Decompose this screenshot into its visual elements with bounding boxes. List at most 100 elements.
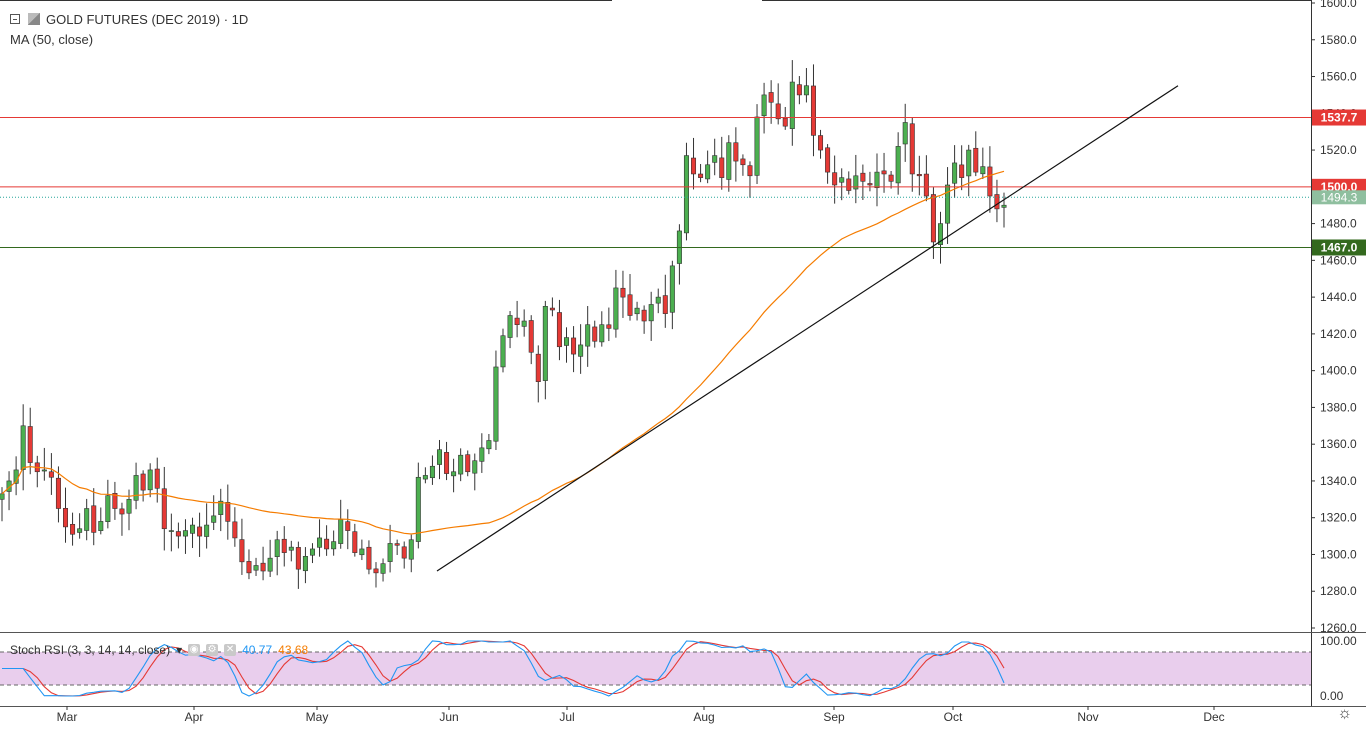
candle-body[interactable] [789,81,795,129]
candle-body[interactable] [55,477,61,509]
candle-body[interactable] [853,175,859,190]
candle-body[interactable] [267,557,273,572]
candle-body[interactable] [648,304,654,322]
candle-body[interactable] [549,307,555,311]
candle-body[interactable] [818,135,824,151]
candle-body[interactable] [175,531,181,537]
candle-body[interactable] [154,468,160,489]
candle-body[interactable] [712,155,718,163]
candle-body[interactable] [84,508,90,531]
candle-body[interactable] [909,123,915,175]
candle-body[interactable] [634,307,640,315]
candle-body[interactable] [683,155,689,234]
candle-body[interactable] [719,157,725,178]
candle-body[interactable] [465,454,471,473]
candle-body[interactable] [564,337,570,346]
candle-body[interactable] [309,548,315,556]
candle-body[interactable] [768,92,774,103]
candle-body[interactable] [627,294,633,316]
collapse-icon[interactable] [10,14,20,24]
candle-body[interactable] [952,162,958,184]
candle-body[interactable] [91,505,97,533]
candle-body[interactable] [592,326,598,342]
candle-body[interactable] [874,171,880,189]
candle-body[interactable] [832,172,838,186]
candle-body[interactable] [126,499,132,514]
eye-icon[interactable]: ◉ [188,644,201,656]
candle-body[interactable] [168,530,174,532]
candle-body[interactable] [105,495,111,523]
candle-body[interactable] [500,335,506,368]
candle-body[interactable] [691,157,697,175]
candle-body[interactable] [161,488,167,530]
candle-body[interactable] [112,492,118,509]
candle-body[interactable] [387,543,393,562]
candle-body[interactable] [436,449,442,465]
candle-body[interactable] [408,539,414,560]
candle-body[interactable] [48,471,54,478]
candle-body[interactable] [324,538,330,550]
candle-body[interactable] [366,546,372,570]
candle-body[interactable] [345,521,351,531]
candle-body[interactable] [394,543,400,546]
candle-body[interactable] [331,541,337,550]
candle-body[interactable] [606,324,612,329]
candle-body[interactable] [119,508,125,515]
candle-body[interactable] [698,173,704,178]
candle-body[interactable] [415,476,421,542]
candle-body[interactable] [182,530,188,537]
settings-icon[interactable]: ☼ [1337,705,1352,722]
close-icon[interactable]: ✕ [224,644,237,656]
candle-body[interactable] [930,194,936,243]
candle-body[interactable] [542,306,548,381]
candle-body[interactable] [867,183,873,186]
candle-body[interactable] [246,561,252,574]
candle-body[interactable] [479,447,485,462]
candle-body[interactable] [839,177,845,183]
candle-body[interactable] [655,296,661,304]
candle-body[interactable] [514,317,520,325]
candle-body[interactable] [578,344,584,357]
candle-body[interactable] [966,149,972,177]
candle-body[interactable] [486,440,492,450]
candle-body[interactable] [585,324,591,347]
candle-body[interactable] [521,320,527,327]
candle-body[interactable] [507,315,513,338]
candle-body[interactable] [959,164,965,178]
candle-body[interactable] [140,473,146,491]
candle-body[interactable] [190,524,196,534]
candle-body[interactable] [147,469,153,491]
candle-body[interactable] [274,539,280,557]
candle-body[interactable] [733,142,739,162]
candle-body[interactable] [472,460,478,474]
candle-body[interactable] [451,471,457,477]
candle-body[interactable] [63,507,69,528]
candle-body[interactable] [923,173,929,197]
candle-body[interactable] [902,122,908,145]
candle-body[interactable] [401,546,407,559]
candle-body[interactable] [317,537,323,548]
candle-body[interactable] [556,312,562,348]
candle-body[interactable] [225,502,231,522]
candle-body[interactable] [888,174,894,182]
candle-body[interactable] [613,287,619,330]
candle-body[interactable] [204,524,210,537]
candle-body[interactable] [860,172,866,182]
candle-body[interactable] [846,178,852,191]
candle-body[interactable] [288,546,294,551]
candle-body[interactable] [796,84,802,96]
candle-body[interactable] [281,538,287,553]
candle-body[interactable] [620,287,626,298]
candle-body[interactable] [422,475,428,480]
candle-body[interactable] [810,85,816,136]
candle-body[interactable] [493,366,499,442]
candle-body[interactable] [881,170,887,175]
candle-body[interactable] [338,519,344,544]
candle-body[interactable] [218,500,224,515]
candle-body[interactable] [302,556,308,572]
candle-body[interactable] [98,521,104,531]
candle-body[interactable] [373,568,379,574]
candle-body[interactable] [429,465,435,479]
candle-body[interactable] [1001,204,1007,208]
